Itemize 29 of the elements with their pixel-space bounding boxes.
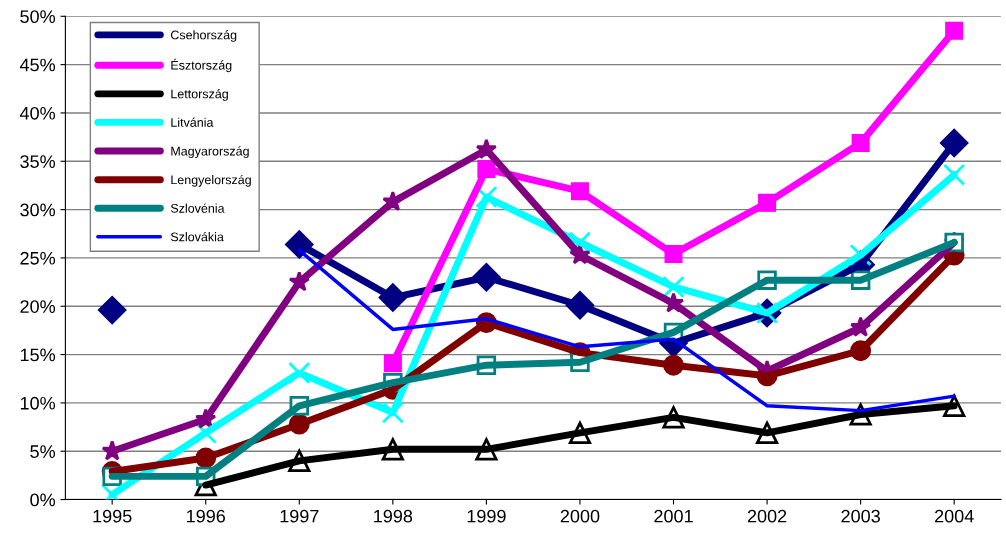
x-tick-label: 1997: [280, 509, 319, 523]
x-tick-label: 2001: [654, 509, 693, 523]
y-tick-label: 15%: [20, 348, 56, 362]
y-tick-label: 5%: [30, 445, 56, 458]
y-tick-label: 40%: [19, 106, 56, 120]
x-tick-label: 2003: [841, 509, 880, 523]
y-tick-label: 0%: [30, 493, 56, 507]
legend-label: Litvánia: [171, 117, 214, 127]
legend-label: Lengyelország: [171, 174, 251, 187]
x-tick-label: 1995: [93, 509, 132, 523]
legend-label: Szlovénia: [170, 203, 225, 213]
legend-label: Lettország: [171, 89, 228, 101]
x-tick-label: 2004: [935, 509, 974, 523]
y-tick-label: 20%: [20, 300, 56, 313]
y-tick-label: 25%: [20, 251, 56, 265]
x-tick-label: 1999: [467, 509, 506, 523]
y-tick-label: 50%: [20, 10, 56, 24]
x-tick-label: 1996: [187, 509, 226, 523]
x-tick-label: 1998: [374, 509, 413, 523]
y-tick-label: 10%: [20, 396, 56, 410]
x-tick-label: 2002: [747, 509, 787, 523]
legend-label: Észtország: [171, 58, 232, 73]
legend-label: Csehország: [170, 30, 237, 42]
x-tick-label: 2000: [560, 509, 600, 523]
legend-label: Magyarország: [171, 146, 249, 159]
legend-label: Szlovákia: [170, 231, 224, 242]
y-tick-label: 30%: [20, 203, 56, 217]
y-tick-label: 35%: [20, 155, 56, 168]
y-tick-label: 45%: [19, 58, 56, 72]
